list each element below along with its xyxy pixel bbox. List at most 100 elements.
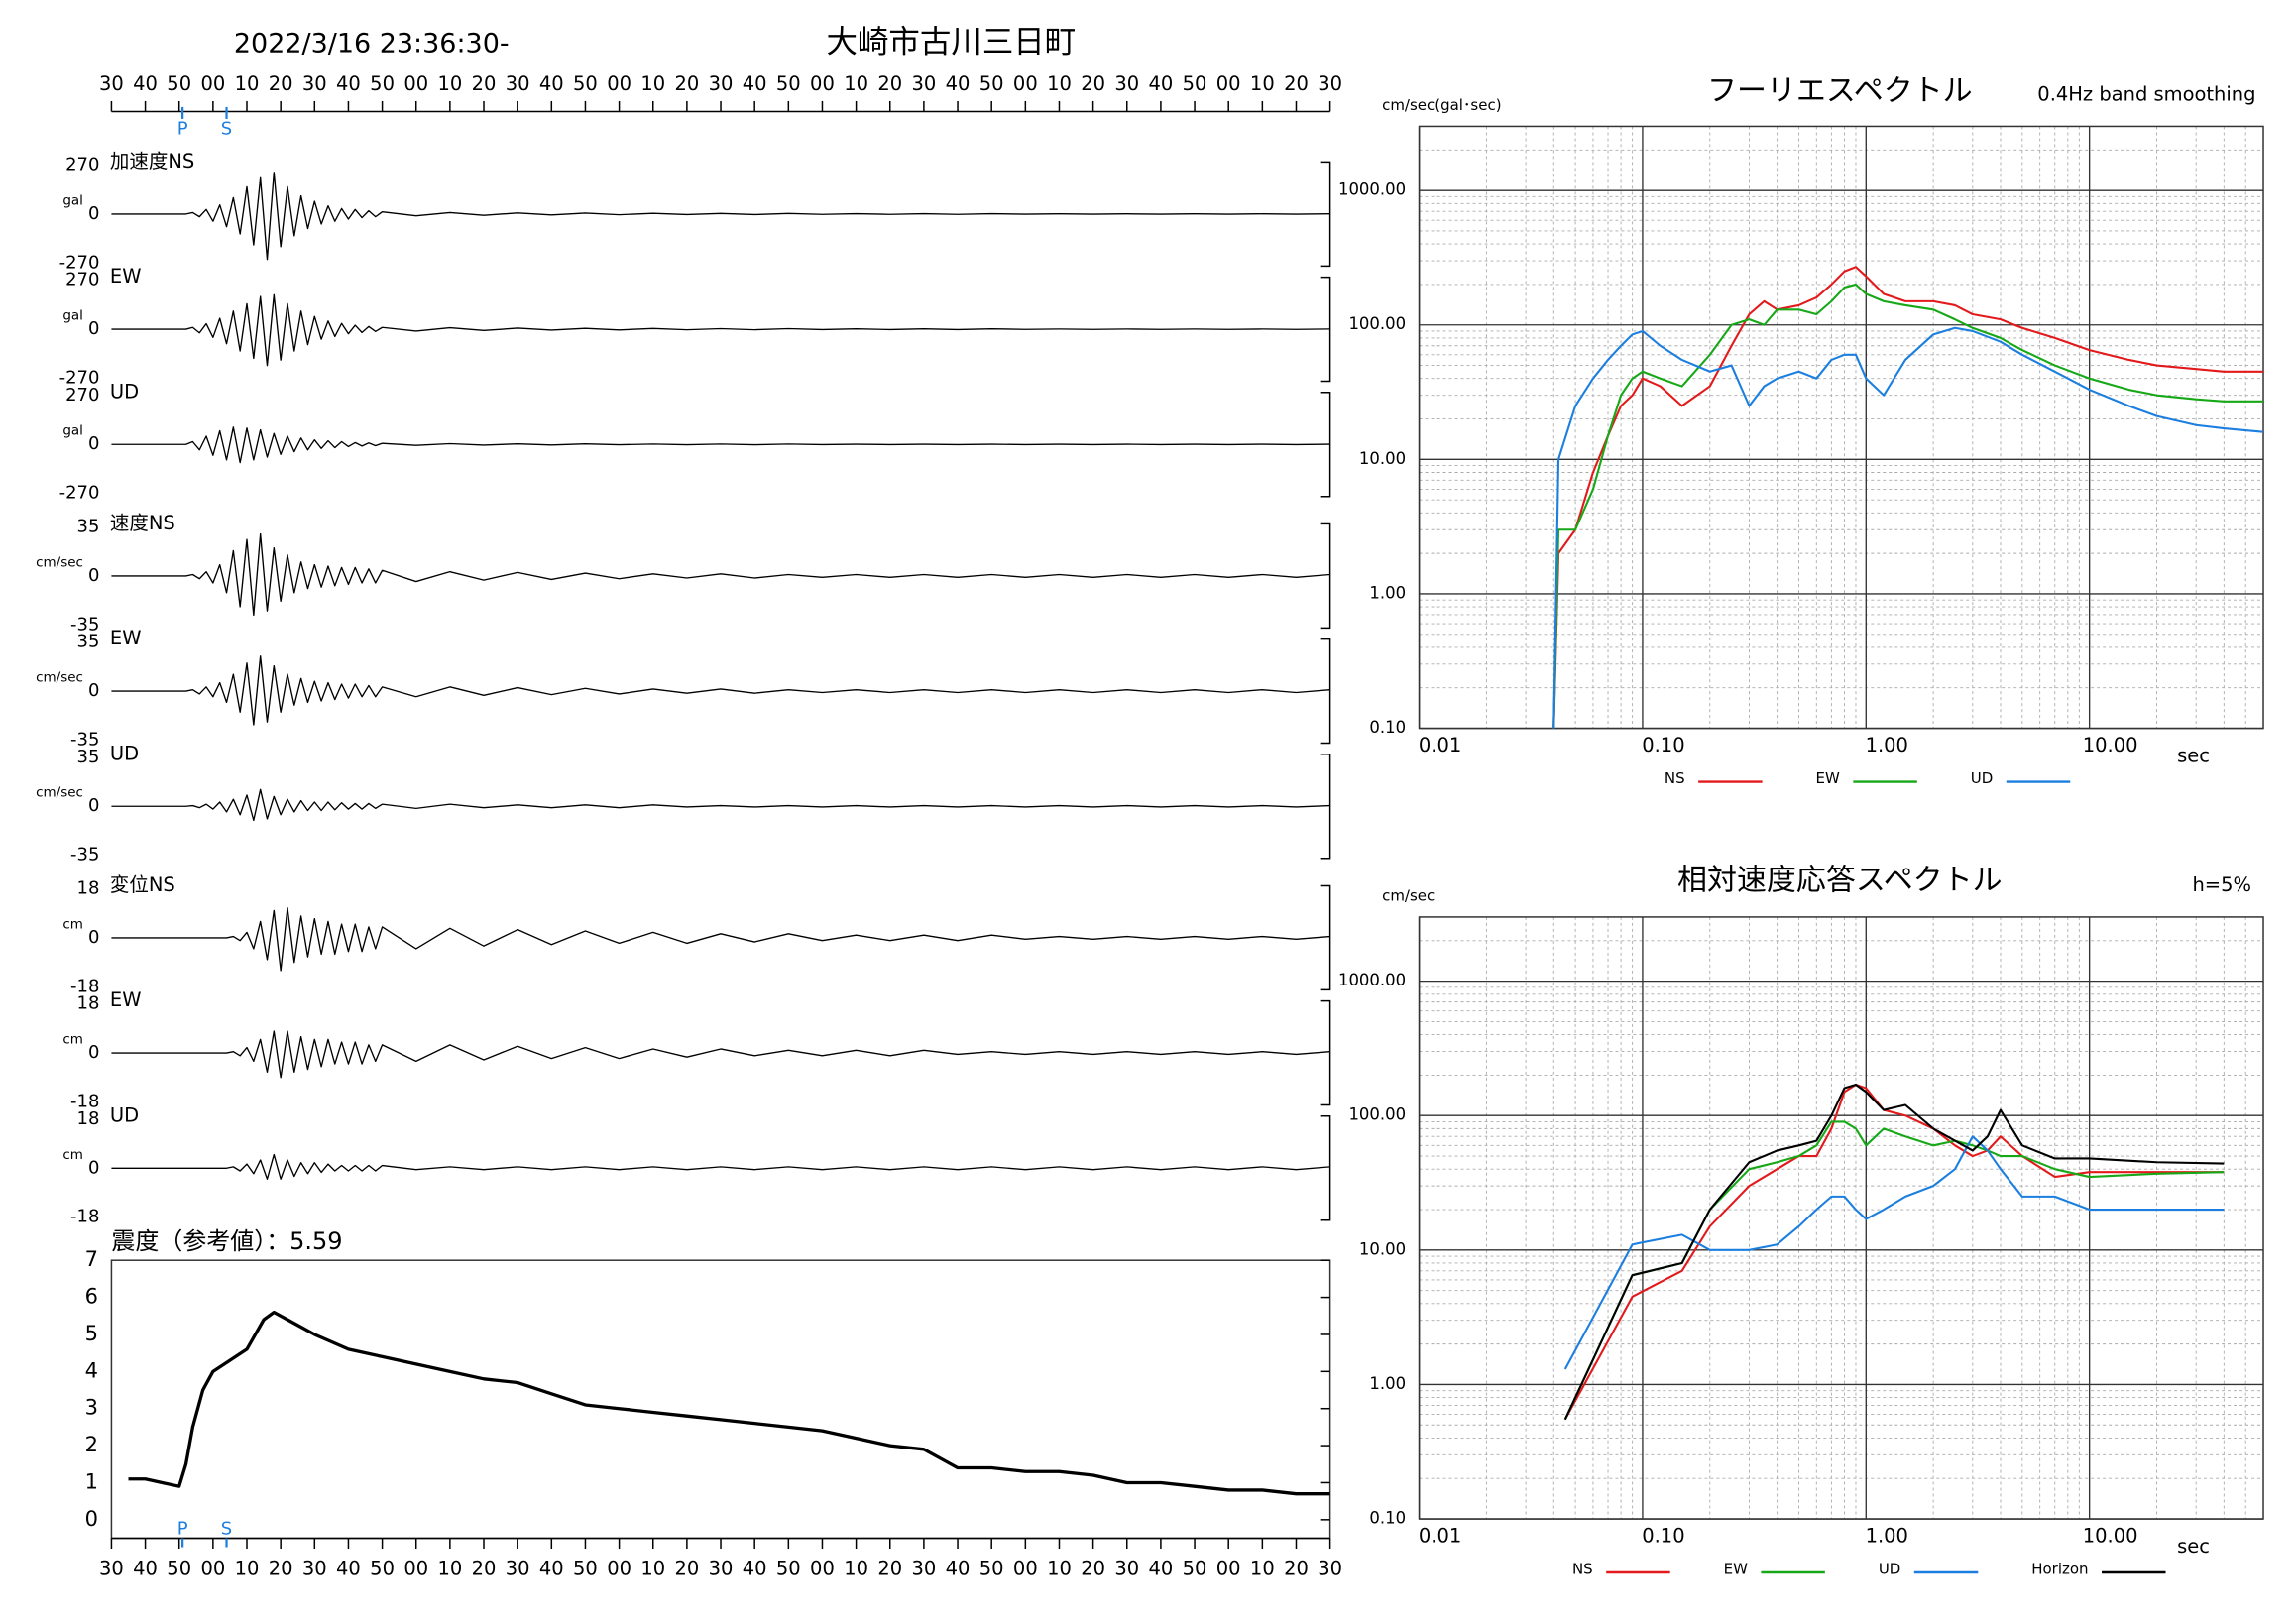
- x-tick-label: 50: [1183, 72, 1207, 95]
- unit-label: cm: [62, 1032, 83, 1048]
- waveform: [111, 907, 1330, 972]
- legend-label: EW: [1816, 769, 1840, 787]
- y-axis-unit: cm/sec: [1382, 886, 1435, 904]
- waveform: [111, 1030, 1330, 1079]
- x-tick-label: 20: [877, 1558, 902, 1580]
- x-tick-label: 10: [640, 72, 665, 95]
- unit-label: cm/sec: [36, 554, 83, 570]
- strip-frame: [1320, 638, 1331, 745]
- x-tick-label: 0.01: [1419, 1525, 1461, 1548]
- y-tick-label: 35: [77, 516, 100, 536]
- x-tick-label: 10: [235, 72, 260, 95]
- chart-title: 震度（参考値）：5.59: [111, 1227, 342, 1255]
- y-tick-label: 0: [88, 203, 99, 224]
- unit-label: cm/sec: [36, 785, 83, 801]
- y-axis-unit: cm/sec(gal･sec): [1382, 96, 1501, 114]
- y-tick-label: 0: [88, 795, 99, 816]
- series-line: [1563, 1120, 2225, 1421]
- x-tick-label: 10: [844, 1558, 868, 1580]
- x-tick-label: 20: [1081, 72, 1105, 95]
- x-tick-label: 40: [336, 72, 361, 95]
- y-tick-label: 35: [77, 632, 100, 652]
- trace-label: 変位NS: [110, 873, 175, 896]
- y-tick-label: 0.10: [1369, 1509, 1406, 1528]
- x-tick-label: 30: [1318, 1558, 1342, 1580]
- y-tick-label: 0: [88, 1157, 99, 1178]
- x-tick-label: 10: [640, 1558, 665, 1580]
- y-tick-label: 270: [65, 270, 99, 290]
- x-tick-label: 50: [167, 1558, 191, 1580]
- trace-label: UD: [110, 380, 139, 403]
- y-tick-label: -35: [70, 845, 99, 866]
- y-tick-label: 3: [85, 1396, 98, 1420]
- y-tick-label: -35: [70, 614, 99, 635]
- y-tick-label: 10.00: [1359, 449, 1406, 468]
- legend-label: Horizon: [2031, 1561, 2088, 1578]
- x-tick-label: 20: [269, 72, 293, 95]
- strip-frame: [1320, 1115, 1331, 1221]
- y-tick-label: 0: [88, 318, 99, 339]
- x-tick-label: 0.01: [1419, 734, 1461, 756]
- x-tick-label: 10: [1250, 1558, 1275, 1580]
- legend-label: NS: [1665, 769, 1685, 787]
- y-tick-label: 10.00: [1359, 1239, 1406, 1258]
- y-tick-label: -18: [70, 976, 99, 996]
- chart-title: フーリエスペクトル: [1707, 73, 1973, 108]
- x-tick-label: 40: [1149, 1558, 1174, 1580]
- x-tick-label: 40: [133, 1558, 158, 1580]
- phase-label: P: [177, 1519, 188, 1540]
- y-tick-label: -270: [59, 252, 100, 273]
- y-tick-label: 5: [85, 1322, 98, 1345]
- x-tick-label: 50: [776, 72, 801, 95]
- station: 大崎市古川三日町: [826, 25, 1076, 60]
- y-tick-label: 1.00: [1369, 1374, 1406, 1393]
- x-tick-label: 10: [1250, 72, 1275, 95]
- waveform: [111, 788, 1330, 822]
- x-tick-label: 20: [1284, 72, 1309, 95]
- x-tick-label: 10.00: [2083, 734, 2138, 756]
- x-tick-label: 20: [1284, 1558, 1309, 1580]
- x-tick-label: 50: [979, 72, 1004, 95]
- y-tick-label: 0: [88, 1042, 99, 1063]
- unit-label: cm/sec: [36, 670, 83, 686]
- series-line: [1563, 1083, 2225, 1421]
- x-tick-label: 30: [302, 72, 327, 95]
- x-tick-label: 30: [709, 1558, 734, 1580]
- x-tick-label: 00: [403, 72, 428, 95]
- y-tick-label: 18: [77, 993, 100, 1014]
- series-line: [128, 1310, 1330, 1496]
- waveform: [111, 532, 1330, 617]
- x-tick-label: 30: [709, 72, 734, 95]
- unit-label: gal: [62, 423, 83, 439]
- x-tick-label: 00: [200, 1558, 225, 1580]
- x-tick-label: 00: [607, 1558, 631, 1580]
- series-line: [1552, 326, 2264, 729]
- chart-subtitle: 0.4Hz band smoothing: [2037, 82, 2255, 105]
- x-tick-label: 10: [437, 1558, 462, 1580]
- y-tick-label: 1.00: [1369, 583, 1406, 602]
- x-tick-label: 40: [539, 1558, 564, 1580]
- x-tick-label: 30: [1114, 1558, 1139, 1580]
- chart-subtitle: h=5%: [2192, 873, 2251, 896]
- x-tick-label: 00: [1013, 72, 1038, 95]
- x-tick-label: 40: [946, 1558, 971, 1580]
- waveform: [111, 293, 1330, 367]
- x-tick-label: 50: [370, 72, 395, 95]
- legend-label: UD: [1879, 1561, 1901, 1578]
- x-tick-label: 50: [573, 72, 598, 95]
- datetime: 2022/3/16 23:36:30-: [234, 29, 510, 59]
- waveform: [111, 426, 1330, 464]
- unit-label: gal: [62, 192, 83, 208]
- x-tick-label: 10: [1047, 1558, 1072, 1580]
- x-axis-label: sec: [2177, 1535, 2210, 1558]
- trace-label: 加速度NS: [110, 150, 194, 173]
- x-tick-label: 0.10: [1642, 734, 1684, 756]
- x-tick-label: 50: [1183, 1558, 1207, 1580]
- x-tick-label: 00: [607, 72, 631, 95]
- x-tick-label: 40: [743, 72, 767, 95]
- x-tick-label: 50: [573, 1558, 598, 1580]
- waveform: [111, 655, 1330, 726]
- x-tick-label: 00: [403, 1558, 428, 1580]
- waveform: [111, 1153, 1330, 1180]
